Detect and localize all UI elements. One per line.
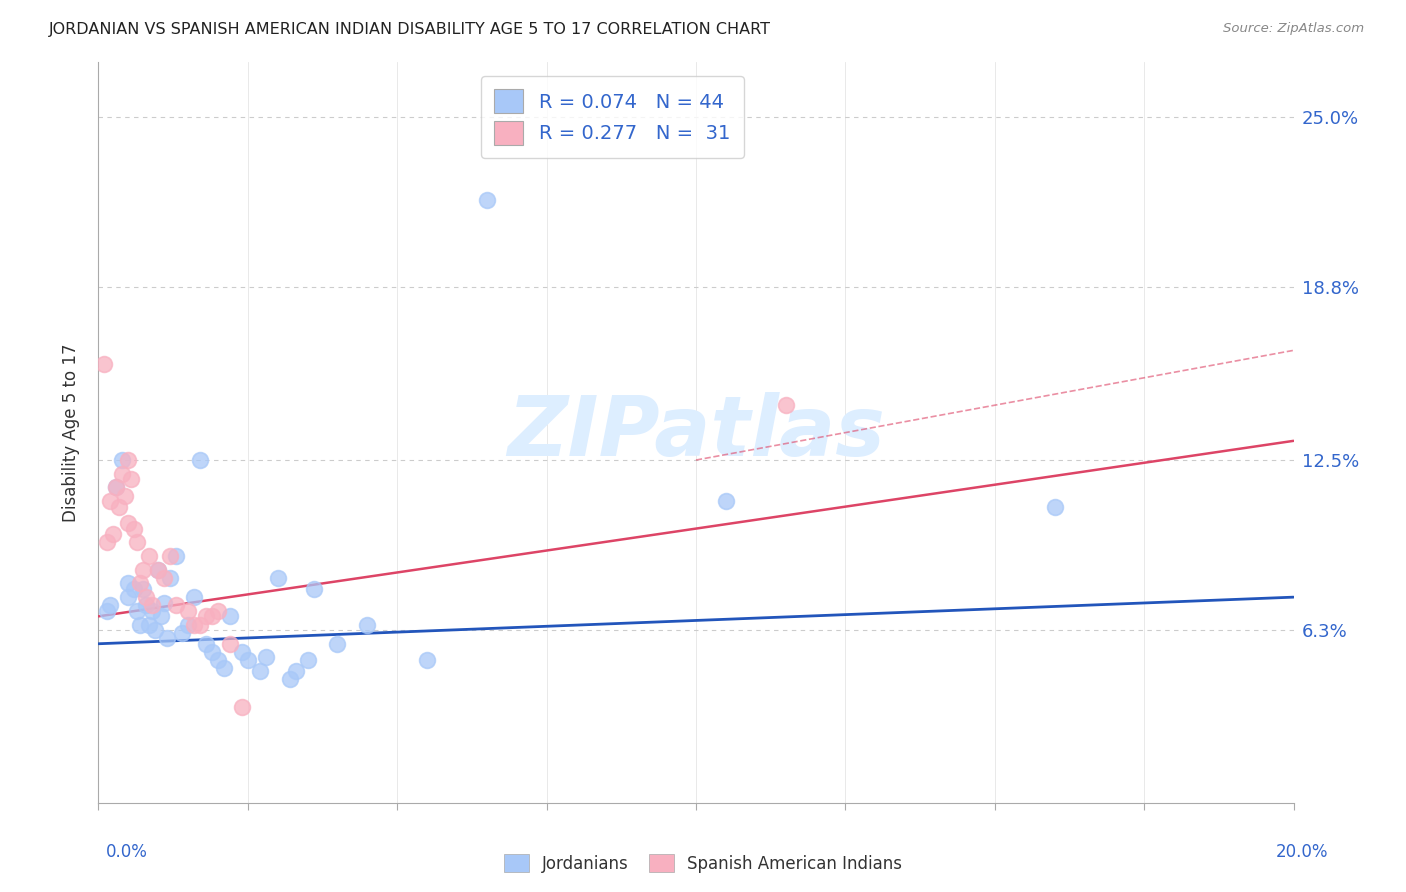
- Point: [141, 604, 163, 618]
- Text: 20.0%: 20.0%: [1277, 843, 1329, 861]
- Point: [714, 494, 737, 508]
- Point: [207, 604, 229, 618]
- Point: [212, 661, 235, 675]
- Point: [117, 453, 139, 467]
- Point: [177, 617, 200, 632]
- Point: [127, 535, 149, 549]
- Legend: R = 0.074   N = 44, R = 0.277   N =  31: R = 0.074 N = 44, R = 0.277 N = 31: [481, 76, 744, 158]
- Point: [219, 609, 242, 624]
- Point: [108, 500, 131, 514]
- Point: [111, 467, 134, 481]
- Point: [96, 604, 118, 618]
- Point: [127, 604, 149, 618]
- Point: [111, 453, 134, 467]
- Y-axis label: Disability Age 5 to 17: Disability Age 5 to 17: [62, 343, 80, 522]
- Point: [201, 609, 224, 624]
- Point: [188, 453, 211, 467]
- Point: [96, 535, 118, 549]
- Point: [98, 494, 122, 508]
- Point: [356, 617, 378, 632]
- Point: [254, 650, 277, 665]
- Point: [231, 699, 253, 714]
- Point: [297, 653, 319, 667]
- Point: [93, 357, 115, 371]
- Point: [132, 582, 155, 596]
- Point: [195, 637, 218, 651]
- Point: [129, 617, 152, 632]
- Point: [284, 664, 307, 678]
- Point: [177, 604, 200, 618]
- Point: [1043, 500, 1066, 514]
- Point: [156, 632, 179, 646]
- Point: [195, 609, 218, 624]
- Point: [207, 653, 229, 667]
- Text: Source: ZipAtlas.com: Source: ZipAtlas.com: [1223, 22, 1364, 36]
- Point: [103, 527, 125, 541]
- Point: [153, 571, 176, 585]
- Point: [138, 617, 160, 632]
- Point: [153, 596, 176, 610]
- Point: [117, 590, 139, 604]
- Point: [219, 637, 242, 651]
- Point: [475, 193, 498, 207]
- Point: [326, 637, 349, 651]
- Point: [117, 576, 139, 591]
- Point: [165, 599, 187, 613]
- Point: [135, 590, 157, 604]
- Point: [120, 472, 142, 486]
- Point: [148, 563, 170, 577]
- Point: [129, 576, 152, 591]
- Point: [98, 599, 122, 613]
- Point: [148, 563, 170, 577]
- Text: ZIPatlas: ZIPatlas: [508, 392, 884, 473]
- Point: [278, 673, 301, 687]
- Point: [775, 398, 797, 412]
- Point: [249, 664, 271, 678]
- Point: [172, 625, 194, 640]
- Point: [114, 489, 136, 503]
- Text: 0.0%: 0.0%: [105, 843, 148, 861]
- Point: [141, 599, 163, 613]
- Point: [105, 480, 128, 494]
- Point: [416, 653, 439, 667]
- Point: [124, 522, 146, 536]
- Point: [267, 571, 290, 585]
- Point: [105, 480, 128, 494]
- Point: [138, 549, 160, 563]
- Point: [159, 571, 181, 585]
- Point: [165, 549, 187, 563]
- Point: [201, 645, 224, 659]
- Point: [183, 590, 205, 604]
- Point: [188, 617, 211, 632]
- Point: [302, 582, 325, 596]
- Point: [132, 563, 155, 577]
- Legend: Jordanians, Spanish American Indians: Jordanians, Spanish American Indians: [498, 847, 908, 880]
- Point: [124, 582, 146, 596]
- Point: [236, 653, 259, 667]
- Point: [150, 609, 173, 624]
- Point: [183, 617, 205, 632]
- Point: [159, 549, 181, 563]
- Point: [231, 645, 253, 659]
- Text: JORDANIAN VS SPANISH AMERICAN INDIAN DISABILITY AGE 5 TO 17 CORRELATION CHART: JORDANIAN VS SPANISH AMERICAN INDIAN DIS…: [49, 22, 772, 37]
- Point: [143, 623, 166, 637]
- Point: [117, 516, 139, 530]
- Point: [135, 599, 157, 613]
